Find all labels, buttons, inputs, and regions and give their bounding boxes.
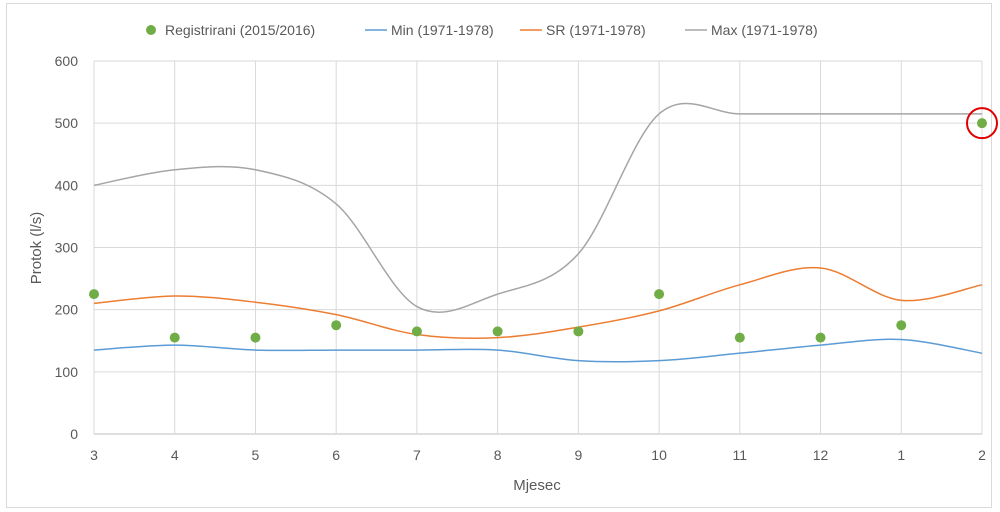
data-point	[169, 332, 180, 343]
data-point	[492, 326, 503, 337]
chart-frame	[6, 3, 992, 508]
series-lines	[93, 102, 983, 363]
legend: Registrirani (2015/2016) Min (1971-1978) S…	[146, 22, 818, 38]
legend-item: Min (1971-1978)	[365, 22, 494, 38]
y-tick-label: 200	[55, 302, 79, 318]
x-tick-labels: 3 4 5 6 7 8 9 10 11 12 1 2	[90, 447, 986, 463]
x-tick-label: 7	[413, 447, 421, 463]
x-tick-label: 12	[813, 447, 829, 463]
x-tick-label: 6	[332, 447, 340, 463]
highlight-circle	[966, 107, 998, 140]
data-point	[573, 326, 584, 337]
data-point	[896, 320, 907, 331]
legend-label: Min (1971-1978)	[391, 22, 494, 38]
data-point	[250, 332, 261, 343]
y-tick-label: 300	[55, 240, 79, 256]
series-line-1	[93, 338, 983, 363]
data-point	[331, 320, 342, 331]
y-tick-label: 100	[55, 364, 79, 380]
legend-item: Max (1971-1978)	[685, 22, 818, 38]
x-tick-label: 3	[90, 447, 98, 463]
series-points	[89, 118, 987, 343]
annotations	[966, 107, 998, 140]
legend-marker	[146, 25, 156, 35]
data-point	[734, 332, 745, 343]
x-tick-label: 5	[252, 447, 260, 463]
y-tick-labels: 0 100 200 300 400 500 600	[55, 53, 79, 442]
y-tick-label: 500	[55, 115, 79, 131]
data-point	[977, 118, 987, 129]
data-point	[654, 289, 665, 300]
data-point	[411, 326, 422, 337]
data-point	[89, 289, 99, 300]
x-tick-label: 8	[494, 447, 502, 463]
y-axis-title: Protok (l/s)	[28, 212, 45, 285]
x-tick-label: 9	[574, 447, 582, 463]
x-tick-label: 10	[651, 447, 667, 463]
series-line-2	[93, 266, 983, 339]
gridlines	[93, 60, 983, 435]
x-tick-label: 2	[978, 447, 986, 463]
legend-item: Registrirani (2015/2016)	[146, 22, 315, 38]
y-tick-label: 400	[55, 177, 79, 193]
data-point	[815, 332, 826, 343]
legend-label: Max (1971-1978)	[711, 22, 818, 38]
y-tick-label: 600	[55, 53, 79, 69]
x-tick-label: 1	[897, 447, 905, 463]
y-tick-label: 0	[70, 426, 78, 442]
series-line-3	[93, 102, 982, 313]
x-axis-title: Mjesec	[513, 477, 561, 494]
legend-label: Registrirani (2015/2016)	[165, 22, 315, 38]
x-tick-label: 4	[171, 447, 179, 463]
x-tick-label: 11	[733, 447, 748, 463]
legend-item: SR (1971-1978)	[520, 22, 646, 38]
legend-label: SR (1971-1978)	[546, 22, 646, 38]
